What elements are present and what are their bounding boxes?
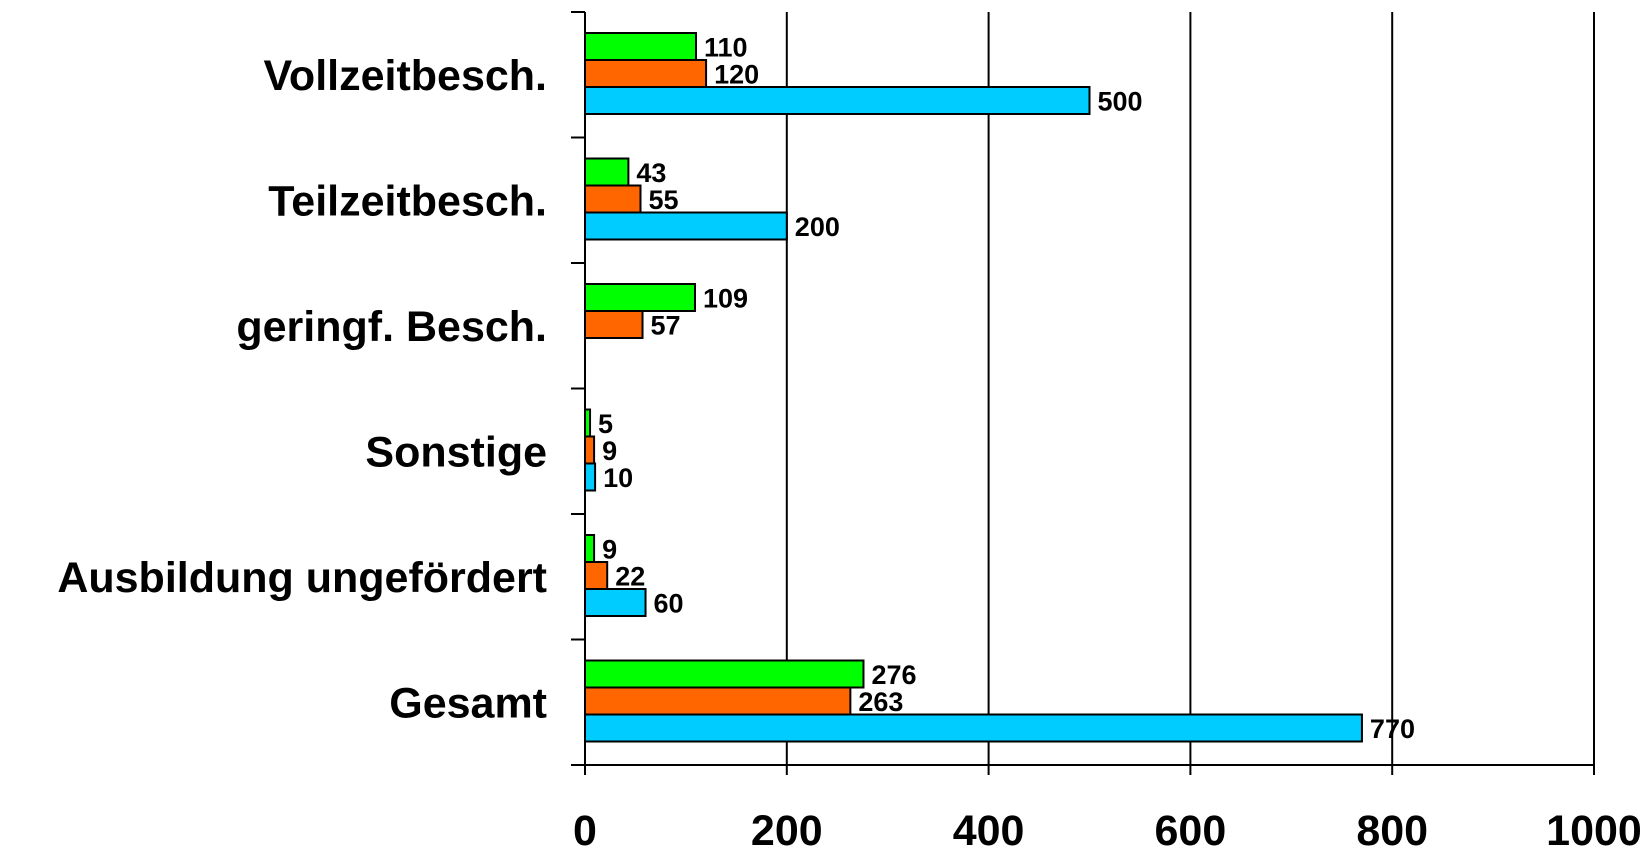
grid-lines (785, 12, 1595, 765)
bar (584, 86, 1091, 115)
bar (584, 211, 788, 241)
data-label: 10 (603, 463, 633, 493)
tick-labels: 0 200 400 600 800 1000 (573, 807, 1642, 849)
bar (584, 588, 647, 617)
bar (584, 32, 697, 61)
data-label: 9 (602, 535, 617, 565)
x-tick-label: 800 (1356, 807, 1428, 849)
bar (584, 310, 644, 339)
data-label: 200 (795, 212, 840, 242)
bar (584, 157, 630, 187)
bar (584, 561, 609, 590)
data-label: 9 (602, 436, 617, 466)
bar (584, 283, 696, 312)
data-label: 263 (858, 687, 903, 717)
bar (584, 435, 596, 465)
bar (584, 659, 865, 689)
data-label: 770 (1370, 714, 1415, 744)
x-tick-label: 200 (751, 807, 823, 849)
bar (584, 59, 708, 88)
x-tick-label: 0 (573, 807, 597, 849)
data-label: 60 (654, 589, 684, 619)
x-tick-label: 400 (953, 807, 1025, 849)
x-tick-label: 1000 (1546, 807, 1642, 849)
data-label: 57 (651, 311, 681, 341)
bar (584, 462, 597, 492)
bars (584, 32, 1363, 743)
bar (584, 184, 642, 214)
category-label: geringf. Besch. (236, 303, 547, 351)
data-label: 5 (598, 409, 613, 439)
data-label: 22 (615, 562, 645, 592)
category-label: Teilzeitbesch. (268, 177, 547, 225)
x-tick-label: 600 (1155, 807, 1227, 849)
data-label: 120 (714, 60, 759, 90)
category-labels: Vollzeitbesch. Teilzeitbesch. geringf. Bes… (57, 52, 547, 728)
data-label: 43 (636, 158, 666, 188)
bar (584, 713, 1363, 743)
data-label: 110 (704, 33, 748, 63)
category-label: Gesamt (389, 679, 547, 727)
data-label: 276 (871, 660, 916, 690)
axes (571, 11, 1595, 775)
category-label: Sonstige (365, 428, 547, 476)
category-label: Vollzeitbesch. (263, 52, 547, 100)
data-label: 55 (648, 185, 678, 215)
data-label: 109 (703, 284, 748, 314)
data-label: 500 (1098, 87, 1143, 117)
bar (584, 686, 852, 716)
bar (584, 534, 596, 563)
category-label: Ausbildung ungefördert (57, 554, 547, 602)
